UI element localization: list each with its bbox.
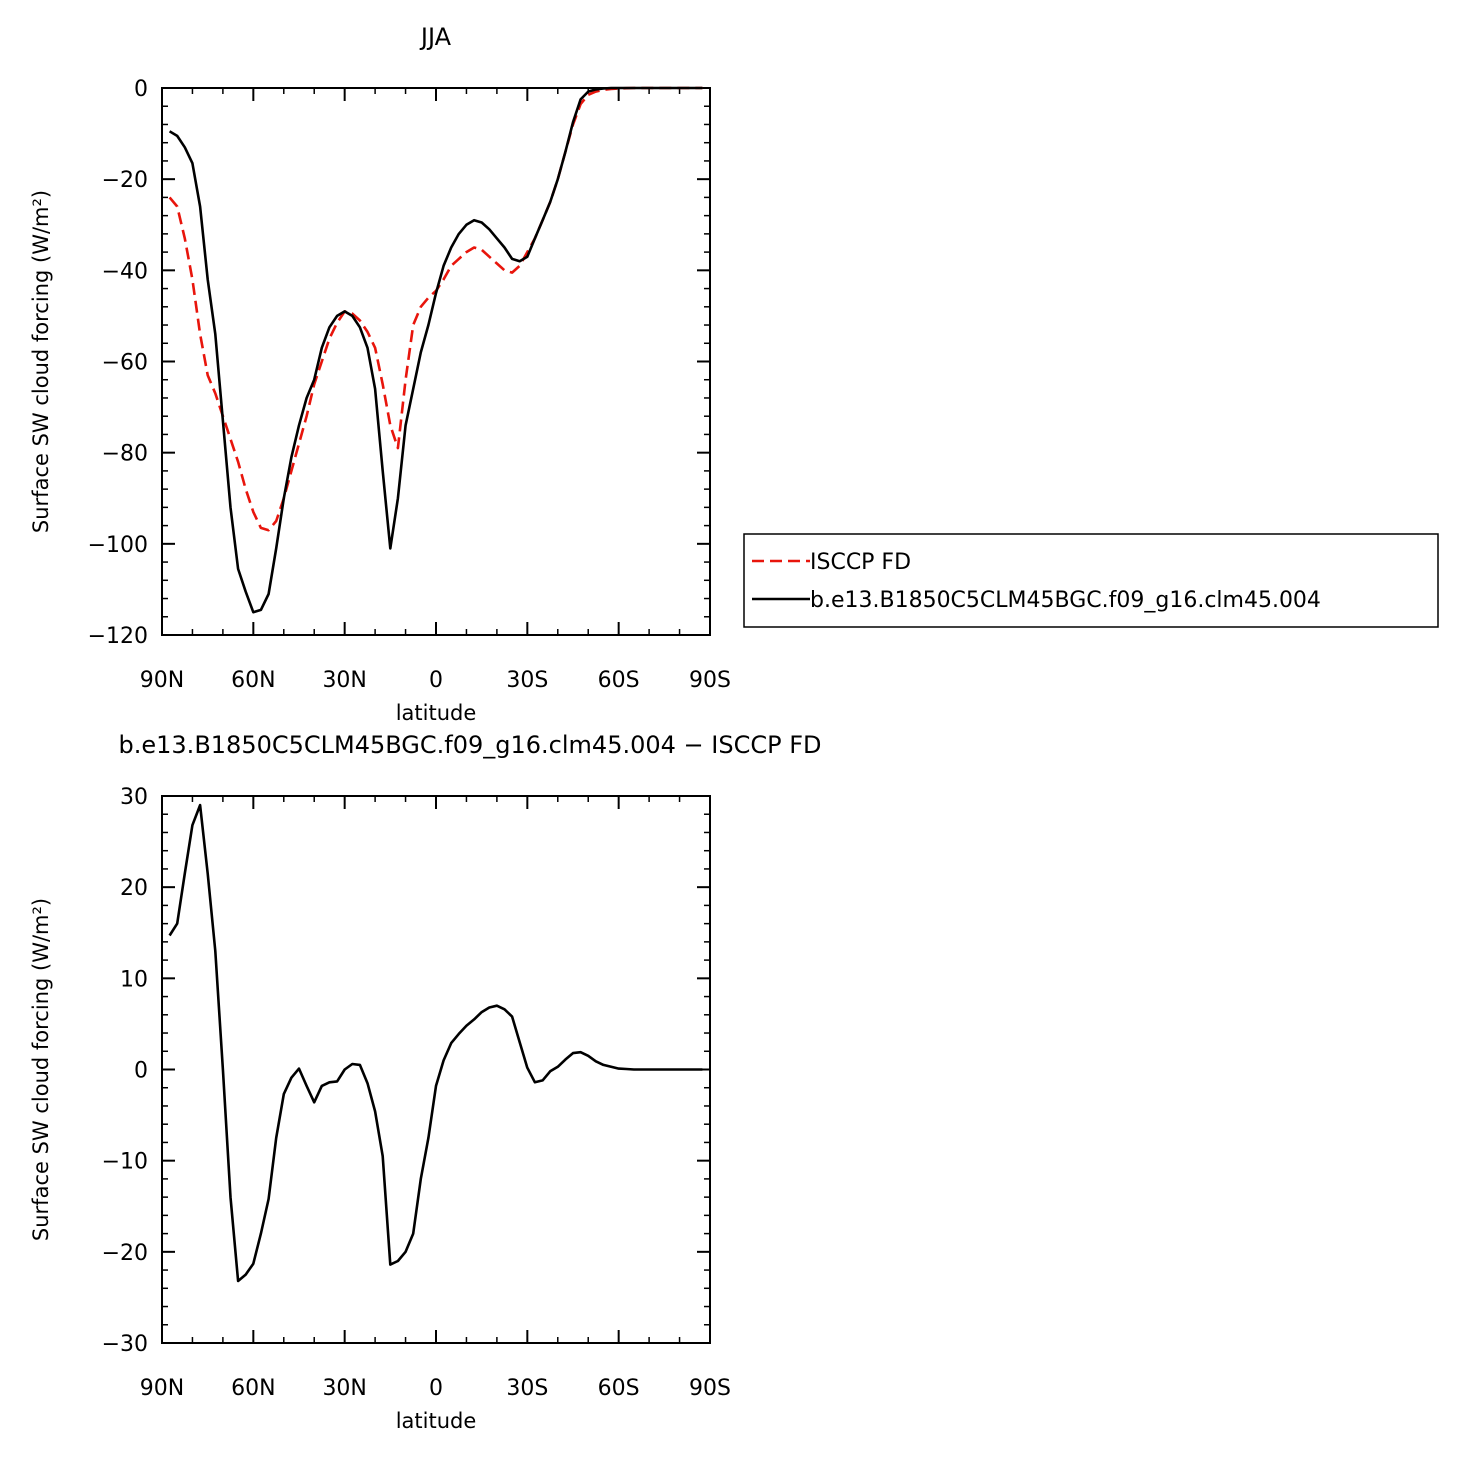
x-axis-label: latitude — [396, 701, 477, 725]
y-axis-label: Surface SW cloud forcing (W/m²) — [29, 898, 53, 1241]
x-tick-label: 90S — [689, 1376, 731, 1401]
legend-box — [743, 533, 1439, 628]
x-tick-label: 0 — [429, 668, 443, 693]
x-tick-label: 90S — [689, 668, 731, 693]
x-tick-label: 30N — [322, 1376, 366, 1401]
top-panel-jja: 90N 60N 30N 0 30S 60S 90S 0 −20 −40 −60 −80 −100 −120… — [29, 23, 731, 725]
y-tick-label: −60 — [102, 351, 148, 376]
y-tick-label: 20 — [120, 876, 148, 901]
plot-frame — [161, 87, 711, 636]
x-tick-label: 0 — [429, 1376, 443, 1401]
x-tick-label: 30N — [322, 668, 366, 693]
y-tick-label: 0 — [134, 1059, 148, 1084]
y-tick-label: −80 — [102, 442, 148, 467]
x-axis-label: latitude — [396, 1409, 477, 1433]
x-tick-label: 60S — [598, 668, 640, 693]
legend-label: b.e13.B1850C5CLM45BGC.f09_g16.clm45.004 — [810, 588, 1321, 613]
x-tick-label: 90N — [140, 668, 184, 693]
y-tick-label: 10 — [120, 967, 148, 992]
x-tick-label: 90N — [140, 1376, 184, 1401]
series-line-1 — [168, 86, 703, 614]
chart-title: JJA — [419, 23, 452, 51]
y-axis-label: Surface SW cloud forcing (W/m²) — [29, 190, 53, 533]
y-tick-label: −40 — [102, 259, 148, 284]
y-tick-label: 0 — [134, 77, 148, 102]
chart-title: b.e13.B1850C5CLM45BGC.f09_g16.clm45.004 … — [119, 731, 822, 759]
x-tick-label: 60S — [598, 1376, 640, 1401]
x-tick-label: 30S — [506, 1376, 548, 1401]
y-tick-label: −30 — [102, 1332, 148, 1357]
legend-label: ISCCP FD — [810, 550, 911, 575]
y-tick-label: −10 — [102, 1150, 148, 1175]
y-tick-label: −20 — [102, 168, 148, 193]
x-tick-label: 30S — [506, 668, 548, 693]
y-tick-label: −120 — [88, 624, 148, 649]
x-tick-label: 60N — [231, 668, 275, 693]
series-line-0 — [168, 86, 703, 532]
bottom-panel-difference: 90N 60N 30N 0 30S 60S 90S 30 20 10 0 −10 −20 −30 latit… — [29, 731, 821, 1433]
y-tick-label: −100 — [88, 533, 148, 558]
series-line-0 — [168, 803, 703, 1283]
x-tick-label: 60N — [231, 1376, 275, 1401]
legend: ISCCP FD b.e13.B1850C5CLM45BGC.f09_g16.cl… — [743, 533, 1439, 628]
y-tick-label: 30 — [120, 785, 148, 810]
y-tick-label: −20 — [102, 1241, 148, 1266]
